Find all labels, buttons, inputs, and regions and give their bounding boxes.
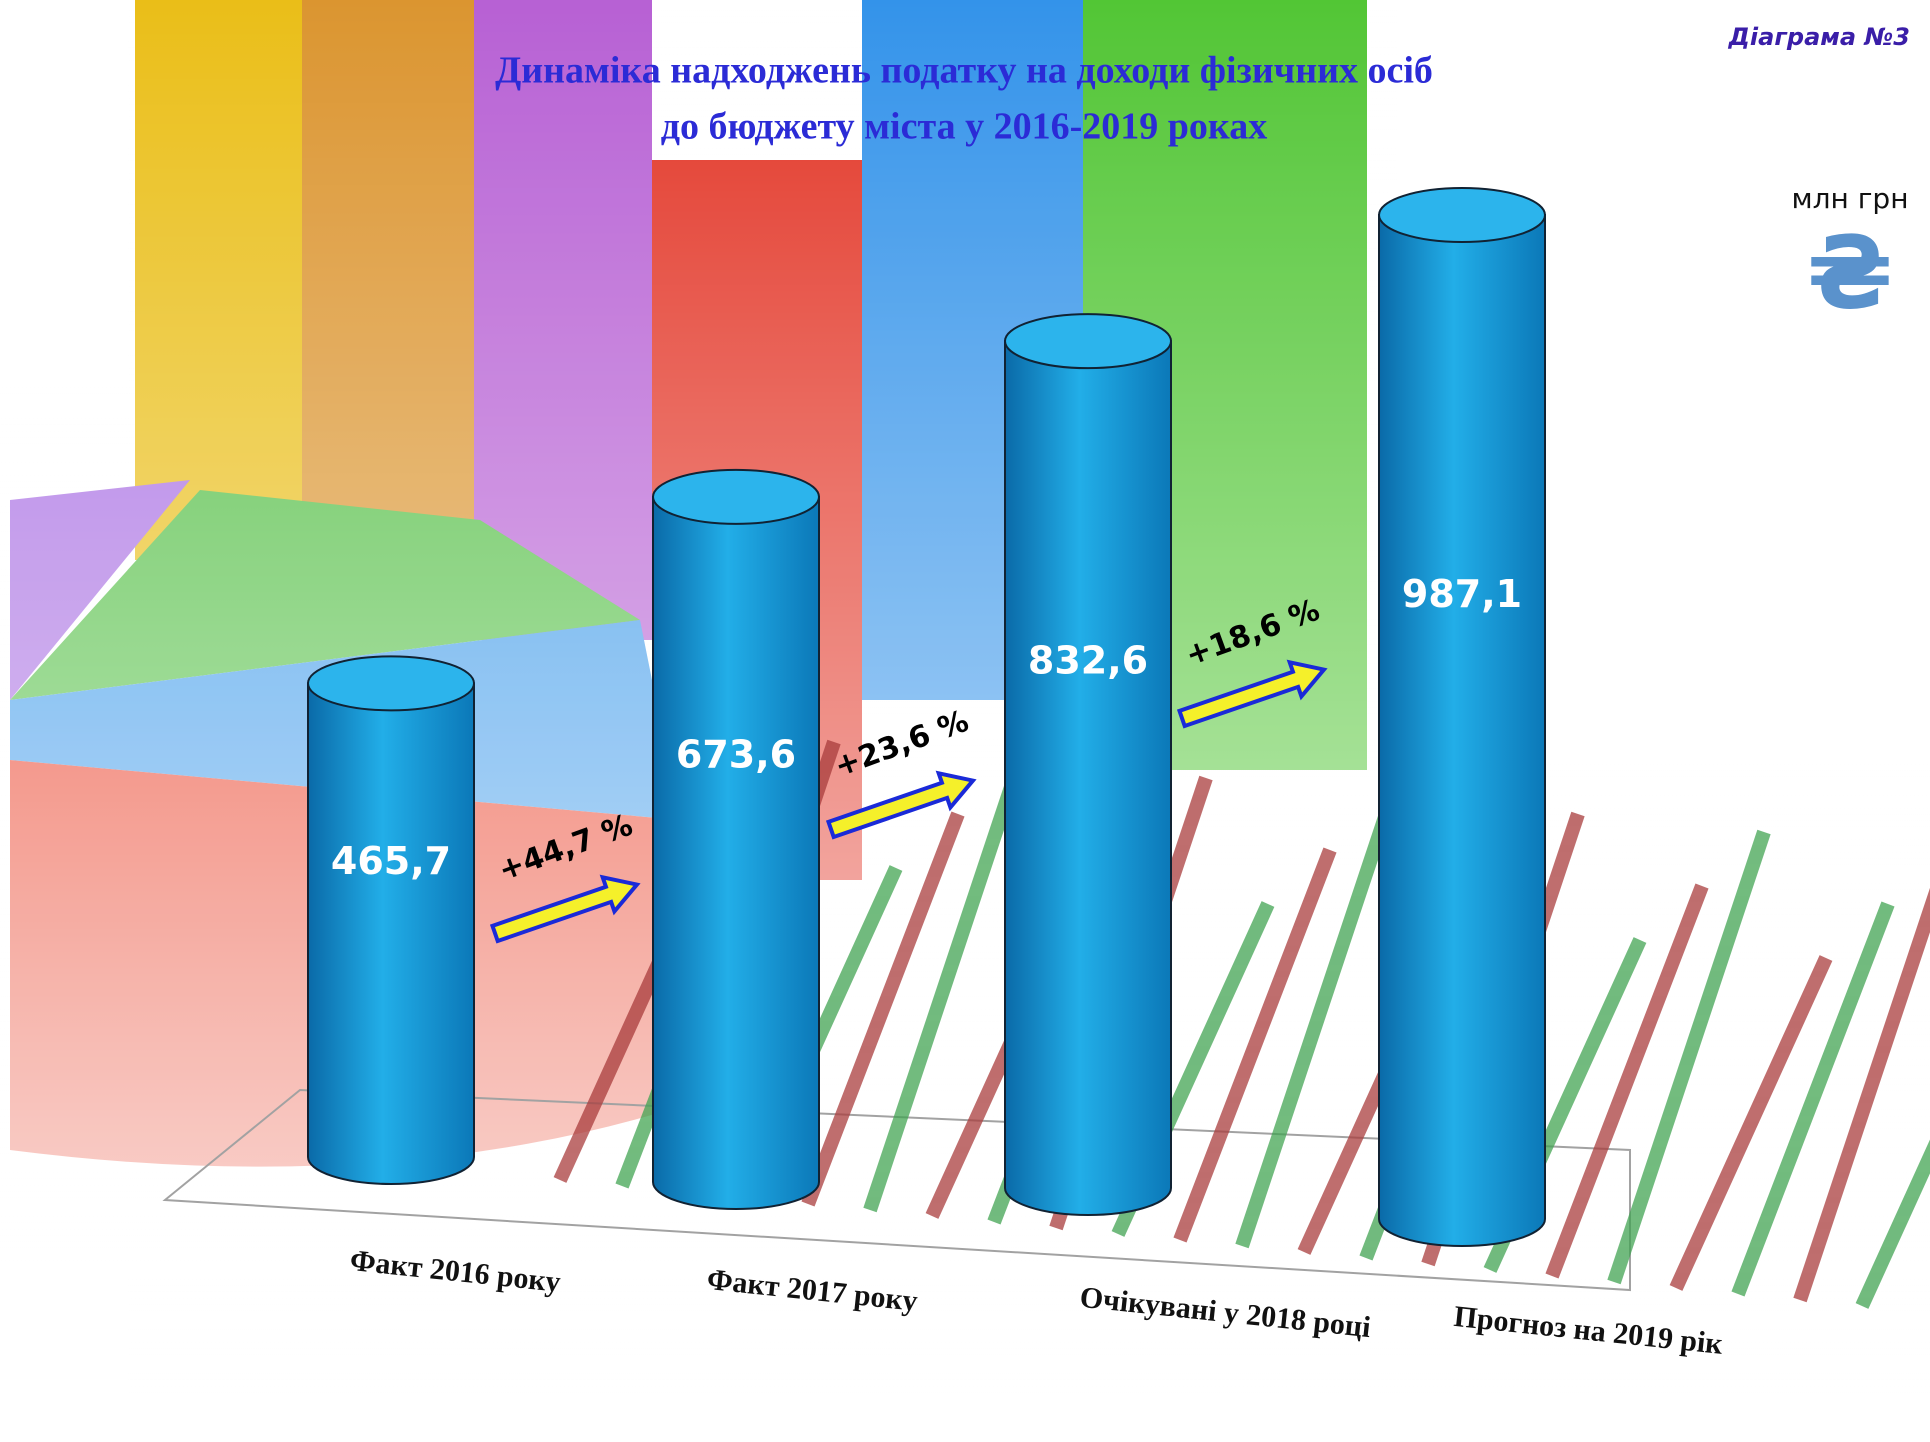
bar-body [307, 682, 475, 1185]
decor-stripe [1731, 901, 1895, 1297]
decor-stripe [1793, 887, 1930, 1303]
decor-stripe [1855, 1139, 1930, 1309]
bar [652, 468, 820, 1210]
arrow-shape [489, 874, 641, 944]
chart-title: до бюджету міста у 2016-2019 роках [661, 106, 1267, 148]
bar [1378, 187, 1546, 1247]
arrow-shape [1176, 659, 1328, 729]
bar-body [652, 495, 820, 1210]
value-label: 465,7 [331, 839, 451, 883]
bar-top [307, 655, 475, 712]
value-label: 987,1 [1402, 572, 1522, 616]
growth-arrow [489, 874, 641, 944]
page-label: Діаграма №3 [1728, 23, 1910, 51]
decor-stripe [1173, 847, 1337, 1243]
growth-arrow [1176, 659, 1328, 729]
chart-title: Динаміка надходжень податку на доходи фі… [495, 50, 1433, 92]
unit-label: млн грн [1791, 182, 1908, 215]
decor-stripe [801, 811, 965, 1207]
bar-body [1378, 214, 1546, 1247]
decor-stripe [1235, 793, 1399, 1249]
arrow-shape [825, 770, 977, 840]
bar-body [1004, 340, 1172, 1216]
decor-stripe [863, 757, 1027, 1213]
growth-arrow [825, 770, 977, 840]
bar-top [1378, 187, 1546, 243]
bar-top [652, 468, 820, 525]
value-label: 832,6 [1028, 638, 1148, 682]
currency-icon: ₴ [1807, 214, 1893, 331]
bar-top [1004, 313, 1172, 370]
bar [307, 655, 475, 1185]
value-label: 673,6 [676, 733, 796, 777]
decor-stripe [1669, 955, 1833, 1291]
bar [1004, 313, 1172, 1216]
decor-stripe [1545, 883, 1709, 1279]
decor-stripe [1607, 829, 1771, 1285]
